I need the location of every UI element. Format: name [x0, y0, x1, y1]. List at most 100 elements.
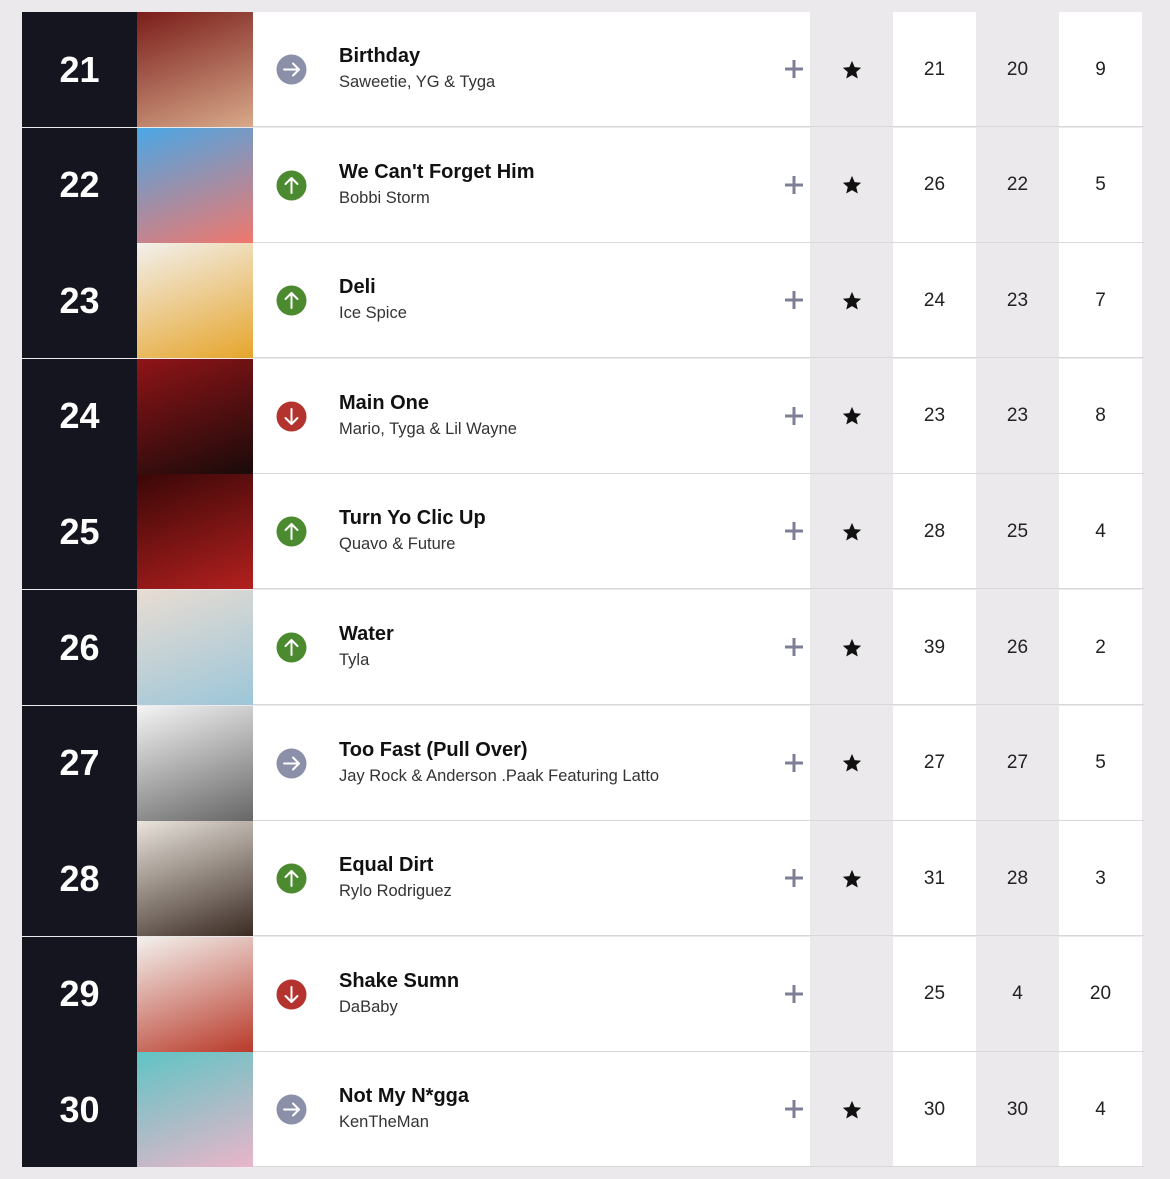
row-divider	[253, 1050, 1144, 1052]
song-info: Equal Dirt Rylo Rodriguez	[253, 821, 810, 937]
weeks-cell: 8	[1059, 358, 1142, 474]
movement-icon-svg	[276, 285, 307, 316]
song-title: Not My N*gga	[339, 1085, 469, 1108]
last-week-cell: 31	[893, 821, 976, 937]
artist-name: DaBaby	[339, 997, 398, 1016]
chart-row: 28 Equal Dirt Rylo Rodriguez 31 28 3	[22, 821, 1144, 937]
album-art	[137, 590, 253, 705]
song-title: Equal Dirt	[339, 854, 434, 877]
add-button[interactable]	[784, 175, 804, 195]
plus-icon	[785, 638, 803, 656]
star-icon	[842, 60, 861, 79]
row-divider	[253, 241, 1144, 243]
movement-icon	[276, 632, 307, 663]
plus-icon	[785, 406, 803, 425]
last-week-cell: 21	[893, 12, 976, 127]
weeks-cell: 20	[1059, 936, 1142, 1052]
album-art	[137, 705, 253, 821]
artist-name: KenTheMan	[339, 1113, 429, 1132]
row-divider	[253, 357, 1144, 359]
star-icon	[842, 407, 861, 425]
album-art	[137, 474, 253, 590]
plus-icon	[785, 984, 803, 1003]
movement-icon	[276, 54, 307, 85]
row-divider	[253, 819, 1144, 821]
row-divider	[253, 126, 1144, 127]
add-button[interactable]	[784, 984, 804, 1004]
star-icon	[842, 869, 861, 888]
peak-cell: 30	[976, 1052, 1059, 1168]
star-icon	[842, 175, 861, 194]
peak-cell: 27	[976, 705, 1059, 821]
chart-row: 22 We Can't Forget Him Bobbi Storm 26 22 5	[22, 127, 1144, 243]
movement-icon-svg	[276, 516, 307, 547]
weeks-cell: 2	[1059, 590, 1142, 705]
album-art	[137, 1052, 253, 1168]
song-info: Water Tyla	[253, 590, 810, 705]
weeks-cell: 5	[1059, 127, 1142, 243]
chart-row: 29 Shake Sumn DaBaby 25 4 20	[22, 936, 1144, 1052]
star-icon	[842, 638, 861, 657]
add-button[interactable]	[784, 521, 804, 541]
album-art	[137, 243, 253, 359]
award-cell	[810, 590, 893, 705]
add-button[interactable]	[784, 290, 804, 310]
rank: 30	[22, 1052, 137, 1168]
movement-icon	[276, 979, 307, 1010]
plus-icon	[785, 291, 803, 310]
rank: 22	[22, 127, 137, 243]
row-divider	[253, 472, 1144, 474]
peak-cell: 23	[976, 243, 1059, 359]
song-title: Too Fast (Pull Over)	[339, 738, 528, 761]
song-info: Too Fast (Pull Over) Jay Rock & Anderson …	[253, 705, 810, 821]
chart-row: 24 Main One Mario, Tyga & Lil Wayne 23 23 8	[22, 358, 1144, 474]
weeks-cell: 7	[1059, 243, 1142, 359]
peak-cell: 20	[976, 12, 1059, 127]
song-info: Turn Yo Clic Up Quavo & Future	[253, 474, 810, 590]
add-button[interactable]	[784, 637, 804, 657]
album-art	[137, 936, 253, 1052]
plus-icon	[785, 60, 803, 78]
add-button[interactable]	[784, 868, 804, 888]
weeks-cell: 9	[1059, 12, 1142, 127]
last-week-cell: 25	[893, 936, 976, 1052]
artist-name: Jay Rock & Anderson .Paak Featuring Latt…	[339, 766, 660, 785]
chart-row: 26 Water Tyla 39 26 2	[22, 590, 1144, 705]
last-week-cell: 26	[893, 127, 976, 243]
peak-cell: 23	[976, 358, 1059, 474]
peak-cell: 4	[976, 936, 1059, 1052]
plus-icon	[785, 1100, 803, 1119]
movement-icon-svg	[276, 863, 307, 894]
peak-cell: 26	[976, 590, 1059, 705]
song-title: We Can't Forget Him	[339, 160, 535, 183]
last-week-cell: 28	[893, 474, 976, 590]
movement-icon-svg	[276, 1094, 307, 1125]
song-title: Water	[339, 623, 394, 645]
star-icon	[842, 1100, 861, 1119]
rank: 27	[22, 705, 137, 821]
chart-row: 21 Birthday Saweetie, YG & Tyga 21 20 9	[22, 12, 1144, 127]
song-title: Birthday	[339, 45, 421, 67]
movement-icon	[276, 285, 307, 316]
album-art	[137, 12, 253, 127]
peak-cell: 25	[976, 474, 1059, 590]
weeks-cell: 5	[1059, 705, 1142, 821]
add-button[interactable]	[784, 1099, 804, 1119]
last-week-cell: 27	[893, 705, 976, 821]
movement-icon-svg	[276, 170, 307, 201]
add-button[interactable]	[784, 59, 804, 79]
add-button[interactable]	[784, 753, 804, 773]
row-divider	[253, 704, 1144, 705]
row-divider	[253, 1166, 1144, 1168]
song-info: Not My N*gga KenTheMan	[253, 1052, 810, 1168]
rank: 23	[22, 243, 137, 359]
album-art	[137, 821, 253, 937]
song-info: Birthday Saweetie, YG & Tyga	[253, 12, 810, 127]
artist-name: Quavo & Future	[339, 535, 456, 554]
weeks-cell: 4	[1059, 1052, 1142, 1168]
add-button[interactable]	[784, 406, 804, 426]
award-cell	[810, 127, 893, 243]
plus-icon	[785, 753, 803, 772]
rank: 26	[22, 590, 137, 705]
